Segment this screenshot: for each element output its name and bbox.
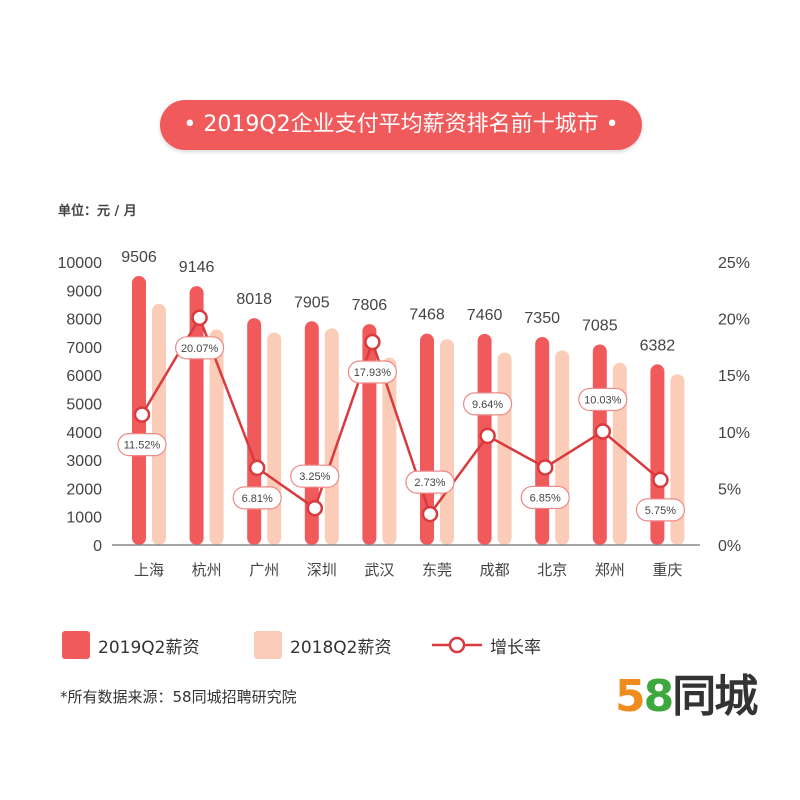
x-tick-label: 武汉: [364, 562, 394, 579]
unit-label: 单位：元 / 月: [58, 204, 137, 219]
x-tick-label: 上海: [134, 562, 164, 579]
y-left-tick-label: 8000: [66, 312, 102, 329]
y-left-tick-label: 2000: [66, 481, 102, 498]
y-right-tick-label: 10%: [718, 425, 750, 442]
x-tick-label: 深圳: [307, 562, 337, 579]
y-right-tick-label: 20%: [718, 312, 750, 329]
growth-label-bubble: [463, 392, 513, 416]
legend-label: 2019Q2薪资: [98, 637, 200, 658]
y-right-tick-label: 0%: [718, 538, 741, 555]
y-left-tick-label: 4000: [66, 425, 102, 442]
x-tick-label: 郑州: [595, 562, 625, 579]
growth-label: 5.75%: [645, 505, 676, 517]
x-tick-label: 北京: [537, 562, 567, 579]
growth-label: 17.93%: [354, 367, 392, 379]
bar-2018: [555, 350, 570, 545]
bar-2018: [267, 332, 282, 545]
growth-point: [191, 309, 208, 327]
growth-point: [306, 499, 324, 517]
y-left-tick-label: 3000: [66, 453, 102, 470]
bar-value-label: 9506: [121, 249, 157, 266]
growth-label: 20.07%: [181, 343, 219, 355]
growth-line: [140, 314, 662, 517]
growth-label-bubble: [117, 432, 167, 457]
legend-swatch-2018: [254, 631, 282, 659]
x-tick-label: 杭州: [192, 562, 222, 579]
bar-2018: [440, 339, 454, 545]
bar-value-label: 7468: [409, 307, 445, 324]
growth-point: [364, 333, 381, 351]
chart-plot: 0 1000 2000 3000 4000 5000 6000 7000 8000 9000 100…: [58, 249, 751, 579]
bar-value-label: 7905: [294, 294, 330, 311]
bar-value-label: 7460: [467, 307, 503, 324]
y-right-tick-label: 25%: [718, 255, 750, 272]
legend-label: 增长率: [490, 637, 541, 658]
y-left-tick-label: 5000: [66, 397, 102, 414]
bar-value-label: 7085: [582, 317, 618, 334]
legend-swatch-2019: [62, 631, 90, 659]
growth-point: [479, 427, 496, 445]
bar-2018: [152, 303, 166, 545]
growth-point: [594, 423, 612, 440]
bar-value-label: 7806: [352, 297, 388, 314]
growth-point: [421, 505, 439, 523]
y-left-tick-label: 10000: [58, 255, 103, 272]
growth-point: [133, 406, 151, 423]
growth-label-bubble: [232, 486, 282, 510]
legend-item-2018: 2018Q2薪资: [254, 630, 391, 660]
growth-label: 6.81%: [242, 493, 273, 505]
bar-2019: [592, 344, 607, 545]
bar-2019: [304, 321, 319, 545]
bar-2019: [535, 336, 550, 545]
bar-value-label: 7350: [524, 310, 560, 327]
x-tick-label: 重庆: [652, 562, 682, 579]
growth-label-bubble: [520, 485, 570, 510]
growth-label-bubble: [347, 360, 397, 384]
bar-2018: [382, 357, 397, 545]
growth-label-bubble: [578, 387, 628, 412]
bar-2019: [247, 318, 262, 545]
bar-value-label: 9146: [179, 259, 215, 276]
growth-label-bubble: [175, 336, 225, 360]
y-left-tick-label: 7000: [66, 340, 102, 357]
legend-label: 2018Q2薪资: [290, 637, 392, 658]
x-tick-label: 广州: [249, 562, 279, 579]
growth-label: 10.03%: [584, 394, 622, 406]
growth-point: [652, 471, 669, 489]
y-right-tick-label: 15%: [718, 368, 750, 385]
bar-2019: [362, 324, 377, 545]
legend-item-2019: 2019Q2薪资: [62, 630, 199, 660]
legend-item-growth: 增长率: [432, 630, 541, 660]
bar-2018: [324, 328, 339, 545]
legend: 2019Q2薪资 2018Q2薪资 增长率: [62, 630, 582, 660]
legend-line-marker-icon: [432, 636, 482, 654]
y-left-tick-label: 9000: [66, 283, 102, 300]
58-logo: 58同城: [615, 671, 758, 722]
growth-point: [248, 459, 266, 477]
x-tick-label: 成都: [480, 562, 510, 579]
y-left-tick-label: 6000: [66, 368, 102, 385]
growth-label-bubble: [635, 498, 686, 522]
bar-value-label: 8018: [236, 291, 272, 308]
growth-label: 2.73%: [414, 477, 445, 489]
y-left-tick-label: 0: [93, 538, 102, 555]
growth-label-bubble: [405, 470, 455, 494]
bar-2018: [209, 329, 224, 545]
growth-point: [536, 459, 554, 476]
x-tick-label: 东莞: [422, 562, 452, 579]
y-right-tick-label: 5%: [718, 481, 741, 498]
source-note: *所有数据来源：58同城招聘研究院: [60, 688, 297, 706]
bar-value-label: 6382: [640, 337, 676, 354]
chart-title: • 2019Q2企业支付平均薪资排名前十城市 •: [160, 100, 642, 150]
growth-label: 11.52%: [124, 440, 161, 452]
y-left-tick-label: 1000: [66, 510, 102, 527]
growth-label: 9.64%: [472, 399, 503, 411]
growth-label: 3.25%: [299, 471, 330, 483]
growth-label: 6.85%: [530, 492, 561, 504]
growth-label-bubble: [290, 464, 340, 488]
